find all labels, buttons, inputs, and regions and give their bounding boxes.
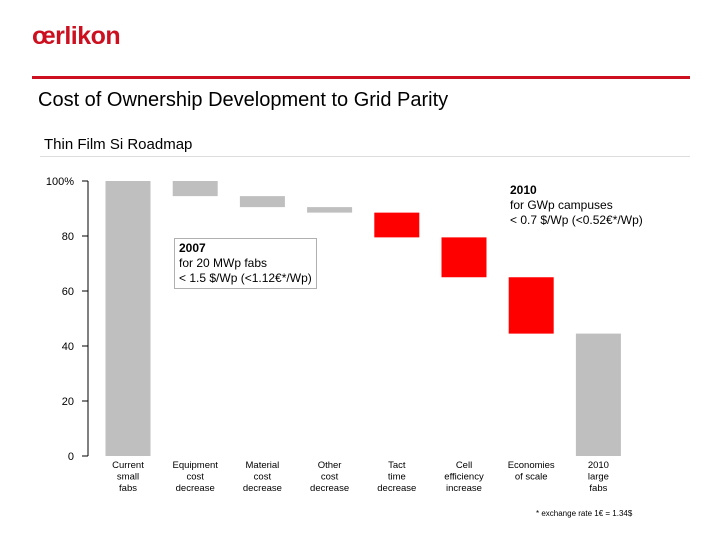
- category-label-line: time: [388, 472, 406, 483]
- category-label-line: efficiency: [444, 472, 484, 483]
- category-label-line: 2010: [588, 460, 609, 471]
- y-tick-label: 40: [62, 341, 74, 353]
- category-label-line: Economies: [508, 460, 555, 471]
- y-tick-label: 60: [62, 286, 74, 298]
- exchange-rate-footnote: * exchange rate 1€ = 1.34$: [536, 509, 633, 518]
- category-label-line: Current: [112, 460, 144, 471]
- category-label-line: small: [117, 472, 139, 483]
- category-label-line: cost: [321, 472, 339, 483]
- waterfall-bar: [307, 207, 353, 213]
- annotation-2007-line2: < 1.5 $/Wp (<1.12€*/Wp): [179, 271, 312, 285]
- category-label-line: Tact: [388, 460, 406, 471]
- category-label: Equipment cost decrease: [172, 460, 218, 494]
- y-tick-label: 80: [62, 231, 74, 243]
- category-label: Economies of scale: [508, 460, 555, 483]
- subtitle-rule: [40, 156, 690, 157]
- waterfall-bar: [508, 277, 554, 334]
- category-label-line: fabs: [589, 483, 607, 494]
- category-label: 2010 large fabs: [588, 460, 609, 494]
- chart-subtitle: Thin Film Si Roadmap: [44, 136, 193, 153]
- category-label: Tact time decrease: [377, 460, 416, 494]
- category-label-line: cost: [186, 472, 204, 483]
- category-label: Current small fabs: [112, 460, 144, 494]
- category-label-line: Equipment: [172, 460, 218, 471]
- annotation-2010-line2: < 0.7 $/Wp (<0.52€*/Wp): [510, 213, 643, 227]
- y-tick-label: 0: [68, 451, 74, 463]
- category-label-line: of scale: [515, 472, 548, 483]
- waterfall-bar: [441, 237, 487, 278]
- category-label-line: large: [588, 472, 609, 483]
- waterfall-bar: [374, 212, 420, 238]
- y-axis-layer: 0 20 40 60 80 100%: [46, 176, 89, 463]
- waterfall-bar: [575, 333, 621, 456]
- category-label: Material cost decrease: [243, 460, 282, 494]
- category-label-line: fabs: [119, 483, 137, 494]
- category-label-line: Cell: [456, 460, 472, 471]
- annotation-2007-line1: for 20 MWp fabs: [179, 256, 268, 270]
- category-label-line: decrease: [176, 483, 215, 494]
- annotation-2010-year: 2010: [510, 183, 537, 197]
- category-label-line: decrease: [243, 483, 282, 494]
- y-tick-label: 20: [62, 396, 74, 408]
- category-label-line: decrease: [377, 483, 416, 494]
- category-label-line: Other: [318, 460, 342, 471]
- category-label-line: decrease: [310, 483, 349, 494]
- annotation-2007: 2007 for 20 MWp fabs < 1.5 $/Wp (<1.12€*…: [174, 238, 317, 289]
- bar-layer: [105, 181, 621, 456]
- annotation-2010: 2010 for GWp campuses < 0.7 $/Wp (<0.52€…: [510, 183, 643, 228]
- header-rule: [32, 76, 690, 79]
- category-label: Other cost decrease: [310, 460, 349, 494]
- category-label-line: cost: [254, 472, 272, 483]
- waterfall-bar: [239, 196, 285, 208]
- category-label-line: increase: [446, 483, 482, 494]
- annotation-2007-year: 2007: [179, 241, 206, 255]
- waterfall-bar: [105, 181, 151, 456]
- y-tick-label: 100%: [46, 176, 74, 188]
- oerlikon-logo: œrlikon: [32, 22, 121, 50]
- category-label-line: Material: [246, 460, 280, 471]
- annotation-2010-line1: for GWp campuses: [510, 198, 613, 212]
- waterfall-bar: [172, 181, 218, 197]
- page-title: Cost of Ownership Development to Grid Pa…: [38, 89, 449, 111]
- category-label: Cell efficiency increase: [444, 460, 484, 494]
